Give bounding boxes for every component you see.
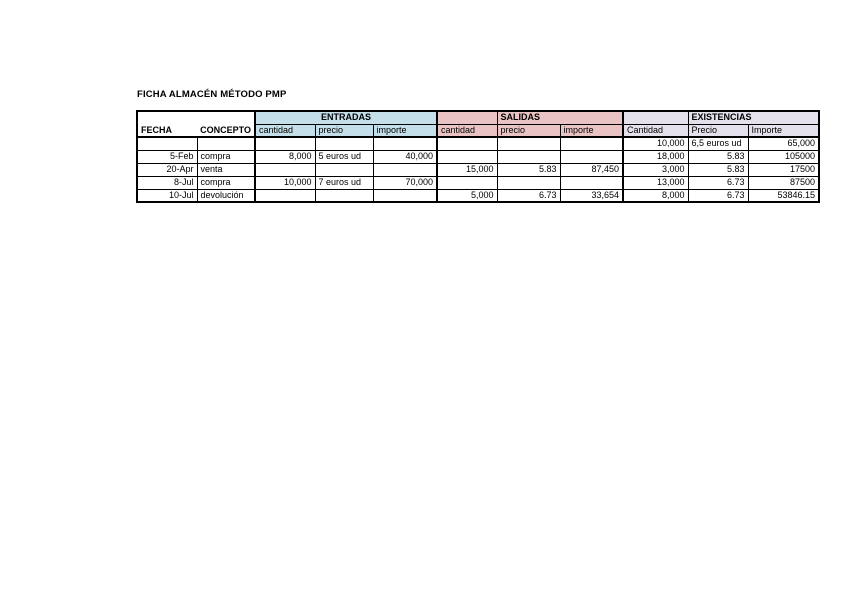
header-fecha: FECHA	[141, 125, 172, 135]
group-header-row: FECHA CONCEPTO ENTRADAS SALIDAS EXISTENC…	[136, 110, 820, 138]
cell-entradas-importe	[372, 136, 438, 151]
cell-salidas-cantidad: 15,000	[436, 162, 498, 177]
cell-existencias-cantidad: 10,000	[622, 136, 689, 151]
cell-salidas-cantidad: 5,000	[436, 188, 498, 203]
cell-entradas-precio	[314, 188, 374, 203]
group-header-existencias-spacer	[622, 110, 689, 125]
cell-entradas-importe	[372, 188, 438, 203]
cell-fecha	[136, 136, 198, 151]
cell-existencias-importe: 105000	[747, 149, 820, 164]
cell-entradas-importe	[372, 162, 438, 177]
cell-existencias-importe: 53846.15	[747, 188, 820, 203]
cell-entradas-precio: 5 euros ud	[314, 149, 374, 164]
cell-entradas-cantidad	[254, 136, 316, 151]
cell-salidas-precio: 6.73	[496, 188, 561, 203]
cell-salidas-precio	[496, 136, 561, 151]
cell-entradas-importe: 40,000	[372, 149, 438, 164]
header-entradas-importe: importe	[372, 123, 438, 138]
cell-existencias-precio: 6.73	[687, 188, 749, 203]
cell-salidas-importe: 87,450	[559, 162, 624, 177]
cell-existencias-cantidad: 13,000	[622, 175, 689, 190]
cell-fecha: 20-Apr	[136, 162, 198, 177]
table-row: 8-Jul compra 10,000 7 euros ud 70,000 13…	[136, 175, 820, 190]
cell-salidas-cantidad	[436, 136, 498, 151]
group-header-entradas: ENTRADAS	[254, 110, 438, 125]
cell-existencias-precio: 5.83	[687, 162, 749, 177]
cell-existencias-cantidad: 3,000	[622, 162, 689, 177]
cell-concepto	[196, 136, 256, 151]
header-salidas-importe: importe	[559, 123, 624, 138]
cell-concepto: venta	[196, 162, 256, 177]
page-title: FICHA ALMACÉN MÉTODO PMP	[137, 89, 287, 100]
cell-existencias-importe: 87500	[747, 175, 820, 190]
table-row: 10-Jul devolución 5,000 6.73 33,654 8,00…	[136, 188, 820, 203]
table-row: 20-Apr venta 15,000 5.83 87,450 3,000 5.…	[136, 162, 820, 177]
cell-existencias-precio: 6.73	[687, 175, 749, 190]
cell-salidas-cantidad	[436, 149, 498, 164]
column-header-row: cantidad precio importe cantidad precio …	[137, 123, 820, 138]
header-entradas-precio: precio	[314, 123, 374, 138]
header-existencias-cantidad: Cantidad	[622, 123, 689, 138]
header-concepto: CONCEPTO	[200, 125, 251, 135]
cell-entradas-cantidad: 8,000	[254, 149, 316, 164]
corner-header-cell: FECHA CONCEPTO	[136, 110, 256, 138]
group-header-salidas: SALIDAS	[496, 110, 624, 125]
cell-salidas-precio	[496, 175, 561, 190]
cell-salidas-importe	[559, 175, 624, 190]
cell-existencias-importe: 17500	[747, 162, 820, 177]
cell-salidas-cantidad	[436, 175, 498, 190]
cell-fecha: 5-Feb	[136, 149, 198, 164]
cell-entradas-cantidad: 10,000	[254, 175, 316, 190]
header-existencias-precio: Precio	[687, 123, 749, 138]
header-entradas-cantidad: cantidad	[254, 123, 316, 138]
cell-entradas-importe: 70,000	[372, 175, 438, 190]
cell-fecha: 10-Jul	[136, 188, 198, 203]
stock-card-table: FECHA CONCEPTO ENTRADAS SALIDAS EXISTENC…	[136, 110, 820, 203]
cell-salidas-importe: 33,654	[559, 188, 624, 203]
cell-existencias-cantidad: 8,000	[622, 188, 689, 203]
cell-existencias-precio: 5.83	[687, 149, 749, 164]
group-header-salidas-spacer	[436, 110, 498, 125]
cell-entradas-cantidad	[254, 162, 316, 177]
cell-concepto: compra	[196, 175, 256, 190]
cell-salidas-importe	[559, 149, 624, 164]
cell-existencias-importe: 65,000	[747, 136, 820, 151]
table-row: 10,000 6,5 euros ud 65,000	[136, 136, 820, 151]
cell-existencias-precio: 6,5 euros ud	[687, 136, 749, 151]
header-existencias-importe: Importe	[747, 123, 820, 138]
cell-entradas-cantidad	[254, 188, 316, 203]
cell-entradas-precio: 7 euros ud	[314, 175, 374, 190]
header-salidas-precio: precio	[496, 123, 561, 138]
cell-entradas-precio	[314, 136, 374, 151]
cell-concepto: compra	[196, 149, 256, 164]
cell-salidas-precio: 5.83	[496, 162, 561, 177]
cell-salidas-importe	[559, 136, 624, 151]
cell-fecha: 8-Jul	[136, 175, 198, 190]
cell-concepto: devolución	[196, 188, 256, 203]
cell-entradas-precio	[314, 162, 374, 177]
header-salidas-cantidad: cantidad	[436, 123, 498, 138]
cell-existencias-cantidad: 18,000	[622, 149, 689, 164]
cell-salidas-precio	[496, 149, 561, 164]
table-row: 5-Feb compra 8,000 5 euros ud 40,000 18,…	[136, 149, 820, 164]
group-header-existencias: EXISTENCIAS	[687, 110, 820, 125]
